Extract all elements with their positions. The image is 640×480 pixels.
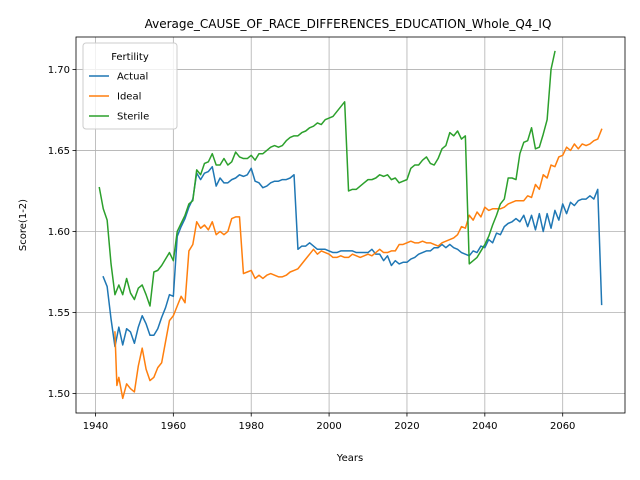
- chart-title: Average_CAUSE_OF_RACE_DIFFERENCES_EDUCAT…: [145, 17, 552, 31]
- legend-label-ideal: Ideal: [117, 92, 141, 103]
- y-tick-label: 1.55: [48, 308, 70, 319]
- x-tick-label: 2060: [550, 421, 575, 432]
- legend-entries: Actual Ideal Sterile: [89, 72, 149, 123]
- x-tick-label: 1940: [83, 421, 108, 432]
- x-tick-label: 2040: [472, 421, 497, 432]
- grid: [76, 37, 625, 413]
- legend-label-sterile: Sterile: [117, 112, 149, 123]
- series-line-ideal: [114, 128, 603, 400]
- y-tick-label: 1.65: [48, 146, 70, 157]
- y-axis: 1.50 1.55 1.60 1.65 1.70: [48, 65, 76, 400]
- y-axis-label: Score(1-2): [18, 199, 29, 251]
- y-tick-label: 1.60: [48, 227, 70, 238]
- y-tick-label: 1.70: [48, 65, 70, 76]
- x-axis: 1940 1960 1980 2000 2020 2040 2060: [83, 413, 575, 432]
- legend-box: [82, 42, 178, 130]
- legend-title: Fertility: [111, 52, 149, 63]
- x-tick-label: 2000: [316, 421, 341, 432]
- series-line-actual: [102, 165, 603, 348]
- x-tick-label: 1980: [238, 421, 263, 432]
- x-tick-label: 2020: [394, 421, 419, 432]
- x-axis-label: Years: [336, 453, 363, 464]
- y-tick-label: 1.50: [48, 389, 70, 400]
- legend-label-actual: Actual: [117, 72, 148, 83]
- series-layer: [98, 50, 603, 400]
- plot-area: [75, 36, 626, 414]
- legend: Fertility Actual Ideal Sterile: [82, 42, 178, 130]
- x-tick-label: 1960: [161, 421, 186, 432]
- series-line-sterile: [98, 50, 556, 307]
